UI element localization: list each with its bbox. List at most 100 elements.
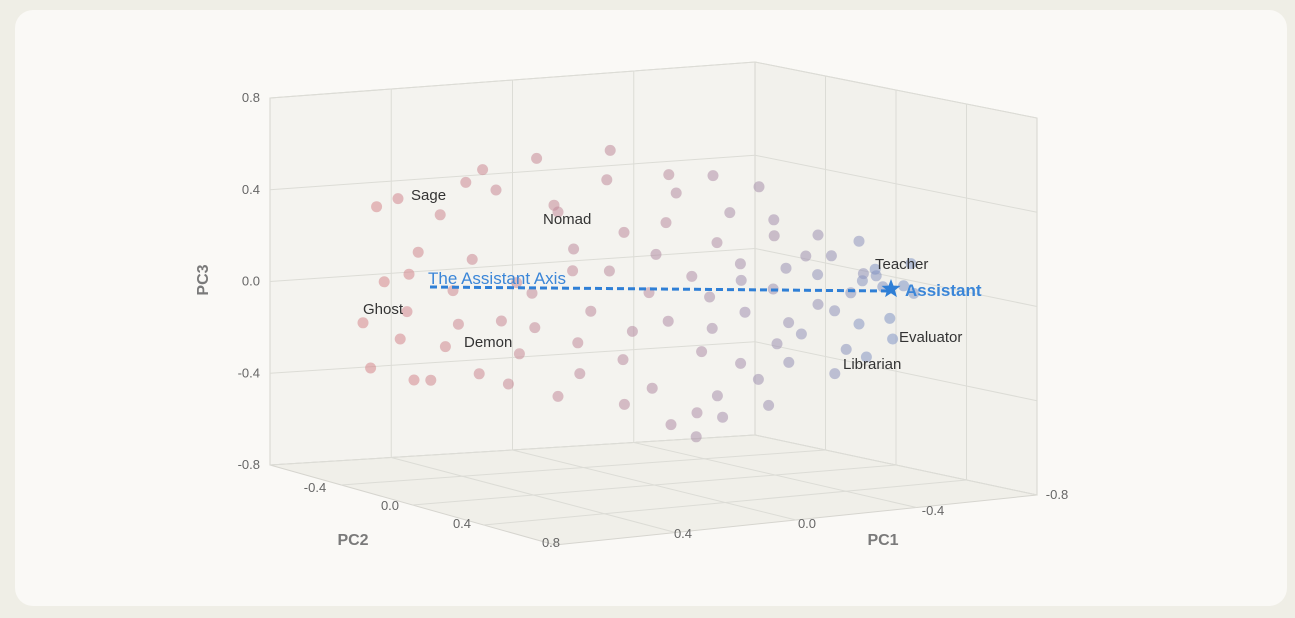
data-point: [617, 354, 629, 366]
tick-labels: 0.8 0.4 0.0 -0.4 -0.8 -0.4 0.0 0.4 0.8 0.4 0.0 -0.4…: [195, 90, 1068, 550]
data-point: [646, 382, 658, 394]
assistant-axis-title: The Assistant Axis: [428, 269, 566, 288]
data-point: [460, 176, 472, 188]
grid-lines: [269, 61, 1038, 533]
data-point: [690, 431, 702, 443]
data-point: [439, 341, 451, 353]
data-point: [466, 253, 478, 265]
data-point: [800, 250, 812, 262]
pc2-tick-label: 0.4: [453, 516, 471, 531]
data-point: [845, 287, 857, 299]
z-tick-label: 0.0: [242, 274, 260, 289]
pc2-tick-label: 0.0: [381, 498, 399, 513]
data-point: [898, 280, 910, 292]
data-point: [378, 276, 390, 288]
pc2-tick-label: -0.4: [304, 480, 326, 495]
data-point: [357, 317, 369, 329]
data-point: [856, 275, 868, 287]
chart-card: The Assistant Axis Assistant Sage Nomad Ghos…: [15, 10, 1287, 606]
floor-grid-line: [633, 442, 917, 508]
persona-label-librarian: Librarian: [843, 356, 901, 373]
data-point: [665, 419, 677, 431]
data-point: [691, 407, 703, 419]
data-point: [735, 274, 747, 286]
data-point: [552, 206, 564, 218]
assistant-star-marker: [881, 279, 901, 298]
data-point: [829, 305, 841, 317]
data-point: [739, 306, 751, 318]
floor-grid-line: [512, 449, 797, 521]
data-point: [473, 368, 485, 380]
data-point: [574, 368, 586, 380]
data-point: [371, 201, 383, 213]
data-point: [752, 373, 764, 385]
data-point: [884, 312, 896, 324]
data-point: [531, 152, 543, 164]
data-point: [768, 214, 780, 226]
persona-label-ghost: Ghost: [363, 301, 404, 318]
data-point: [711, 390, 723, 402]
data-point: [392, 193, 404, 205]
data-point: [408, 374, 420, 386]
data-point: [734, 258, 746, 270]
pc3-axis-label: PC3: [195, 264, 212, 295]
data-point: [552, 390, 564, 402]
data-point: [663, 169, 675, 181]
data-point: [585, 305, 597, 317]
data-point: [670, 187, 682, 199]
data-point: [572, 337, 584, 349]
data-point: [365, 362, 377, 374]
data-point: [860, 351, 872, 363]
pc2-tick-label: 0.8: [542, 535, 560, 550]
data-point: [626, 325, 638, 337]
scatter-3d-plot: The Assistant Axis Assistant Sage Nomad Ghos…: [195, 61, 1068, 550]
data-point: [604, 144, 616, 156]
annotation-layer: The Assistant Axis Assistant Sage Nomad Ghos…: [363, 187, 982, 373]
data-point: [495, 315, 507, 327]
data-point: [780, 262, 792, 274]
data-point: [394, 333, 406, 345]
data-point: [490, 184, 502, 196]
persona-label-evaluator: Evaluator: [899, 329, 962, 346]
data-point: [717, 411, 729, 423]
data-point: [853, 235, 865, 247]
data-point: [434, 209, 446, 221]
data-points: [357, 144, 920, 443]
data-point: [711, 237, 723, 249]
pc2-axis-label: PC2: [337, 532, 368, 549]
data-point: [905, 258, 917, 270]
data-point: [401, 306, 413, 318]
data-point: [795, 328, 807, 340]
data-point: [696, 346, 708, 358]
data-point: [812, 269, 824, 281]
persona-label-nomad: Nomad: [543, 211, 591, 228]
data-point: [686, 270, 698, 282]
data-point: [511, 277, 523, 289]
data-point: [601, 174, 613, 186]
data-point: [526, 287, 538, 299]
data-point: [753, 181, 765, 193]
data-point: [706, 322, 718, 334]
data-point: [707, 170, 719, 182]
data-point: [783, 317, 795, 329]
z-tick-label: -0.4: [238, 365, 260, 380]
data-point: [568, 243, 580, 255]
data-point: [513, 348, 525, 360]
data-point: [768, 230, 780, 242]
data-point: [425, 374, 437, 386]
data-point: [840, 343, 852, 355]
persona-label-demon: Demon: [464, 334, 512, 351]
data-point: [618, 226, 630, 238]
data-point: [735, 357, 747, 369]
data-point: [704, 291, 716, 303]
data-point: [869, 263, 881, 275]
data-point: [650, 248, 662, 260]
pc1-tick-label: 0.0: [798, 516, 816, 531]
data-point: [829, 368, 841, 380]
data-point: [529, 322, 541, 334]
floor-grid-line: [483, 479, 967, 526]
pc1-tick-label: -0.8: [1046, 487, 1068, 502]
z-tick-label: 0.4: [242, 182, 260, 197]
assistant-label: Assistant: [905, 281, 982, 300]
data-point: [477, 164, 489, 176]
